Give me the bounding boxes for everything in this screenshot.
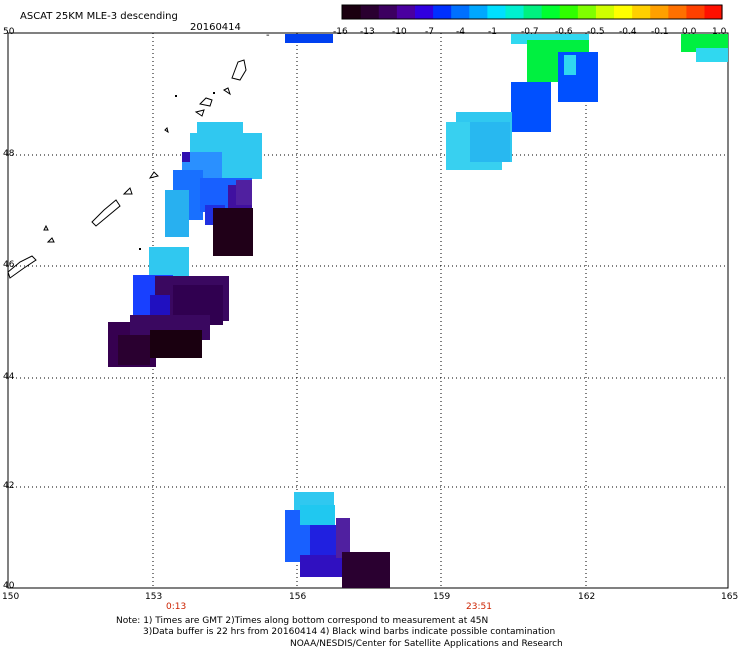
lon-label: 159 (433, 592, 451, 602)
graticule (8, 33, 728, 588)
colorbar-segment (577, 5, 596, 19)
colorbar-segment (522, 5, 542, 19)
colorbar-segment (378, 5, 397, 19)
plot-frame (7, 32, 729, 589)
colorbar-label: -4 (456, 27, 465, 37)
lon-label: 153 (145, 592, 163, 602)
colorbar-label: 1.0 (712, 27, 727, 37)
footer-note-1: Note: 1) Times are GMT 2)Times along bot… (116, 616, 489, 626)
colorbar-segment (541, 5, 560, 19)
product-title: ASCAT 25KM MLE-3 descending (20, 11, 178, 22)
colorbar-segment (432, 5, 452, 19)
colorbar-segment (450, 5, 470, 19)
colorbar-segment (504, 5, 524, 19)
colorbar-segment (631, 5, 651, 19)
colorbar-segment (396, 5, 415, 19)
colorbar-segment (703, 5, 723, 19)
footer-credit: NOAA/NESDIS/Center for Satellite Applica… (290, 639, 563, 649)
lat-label: 42 (3, 481, 15, 491)
footer-note-2: 3)Data buffer is 22 hrs from 20160414 4)… (143, 627, 556, 637)
colorbar-segment (468, 5, 488, 19)
swath-cells (108, 34, 728, 588)
colorbar-segment (342, 5, 361, 19)
coastline-outlines (7, 59, 247, 279)
time-label: 0:13 (166, 602, 187, 612)
product-date: 20160414 (190, 22, 241, 33)
colorbar-label: -0.4 (619, 27, 637, 37)
lon-label: 156 (289, 592, 307, 602)
lon-label: 150 (2, 592, 20, 602)
colorbar-label: -7 (425, 27, 434, 37)
lat-label: 44 (3, 372, 15, 382)
colorbar-segment (559, 5, 578, 19)
colorbar-label: 0.0 (682, 27, 697, 37)
colorbar-segment (414, 5, 434, 19)
colorbar-label: -13 (360, 27, 375, 37)
lat-label: 40 (3, 581, 15, 591)
colorbar-label: -1 (488, 27, 497, 37)
colorbar-segment (613, 5, 633, 19)
colorbar-label: -16 (333, 27, 348, 37)
colorbar-segment (486, 5, 506, 19)
lon-label: 162 (578, 592, 596, 602)
colorbar-label: -10 (392, 27, 407, 37)
lon-label: 165 (721, 592, 739, 602)
island-dots (139, 92, 215, 250)
lat-label: 48 (3, 149, 15, 159)
header-dash: - (266, 30, 270, 41)
colorbar-segment (667, 5, 687, 19)
colorbar-segment (595, 5, 615, 19)
lat-label: 46 (3, 260, 15, 270)
colorbar-segment (360, 5, 379, 19)
colorbar-label: -0.1 (651, 27, 669, 37)
colorbar-label: -0.5 (587, 27, 605, 37)
colorbar-segment (649, 5, 669, 19)
colorbar (341, 4, 723, 20)
colorbar-label: -0.7 (521, 27, 539, 37)
colorbar-label: -0.6 (555, 27, 573, 37)
time-label: 23:51 (466, 602, 492, 612)
lat-label: 50 (3, 27, 15, 37)
colorbar-segment (685, 5, 705, 19)
